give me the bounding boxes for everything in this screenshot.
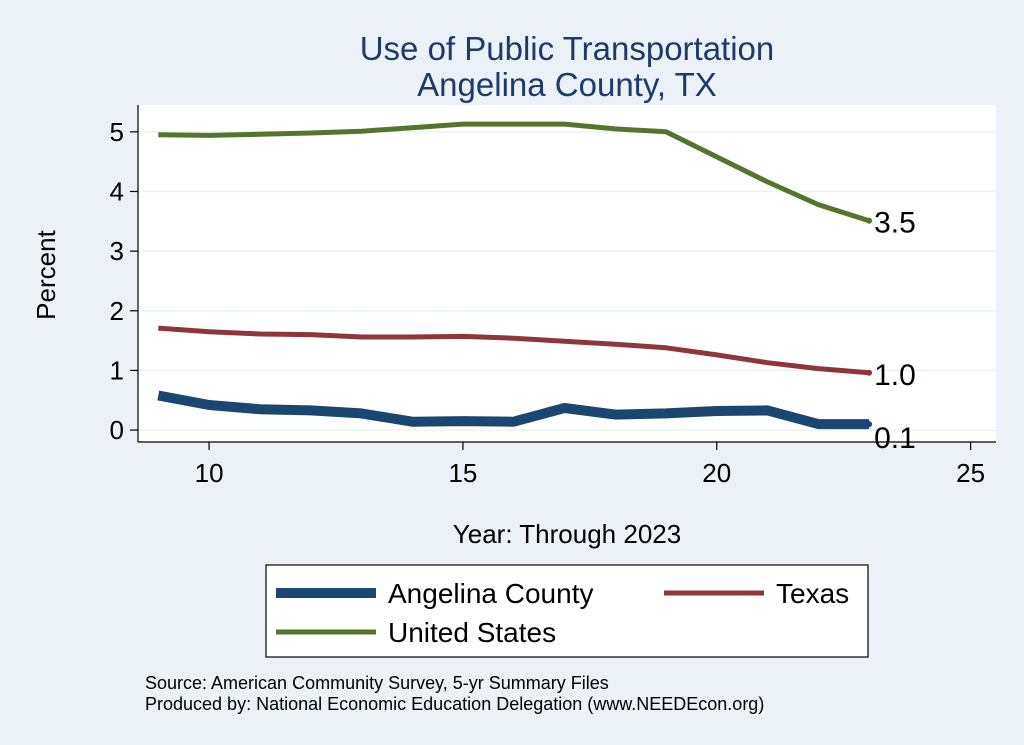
series-end-point-texas	[866, 369, 873, 376]
producer-note: Produced by: National Economic Education…	[145, 694, 764, 714]
series-line-angelina-county	[157, 390, 870, 430]
y-tick-label-3: 3	[110, 236, 124, 266]
legend-box	[265, 564, 869, 658]
y-axis-title: Percent	[31, 229, 61, 319]
series-end-point-angelina-county	[866, 421, 873, 428]
plot-area	[138, 105, 996, 442]
series-layer	[157, 121, 873, 430]
x-axis-title: Year: Through 2023	[453, 519, 681, 549]
legend-label-united-states: United States	[388, 617, 556, 648]
chart-title-line-1: Use of Public Transportation	[360, 30, 775, 67]
y-tick-label-5: 5	[110, 117, 124, 147]
x-tick-label-10: 10	[195, 458, 224, 488]
x-tick-label-25: 25	[956, 458, 985, 488]
series-end-point-united-states	[866, 217, 873, 224]
axes: 0 1 2 3 4 5 10 15 20 25	[110, 105, 996, 488]
series-line-texas	[158, 325, 870, 376]
source-note: Source: American Community Survey, 5-yr …	[145, 673, 609, 693]
y-tick-label-0: 0	[110, 415, 124, 445]
end-label-angelina-county: 0.1	[874, 422, 916, 455]
end-labels: 0.1 1.0 3.5	[874, 207, 916, 455]
chart-title-line-2: Angelina County, TX	[417, 66, 717, 103]
x-tick-label-20: 20	[702, 458, 731, 488]
end-label-united-states: 3.5	[874, 207, 916, 240]
legend-label-texas: Texas	[776, 578, 849, 609]
legend-label-angelina: Angelina County	[388, 578, 593, 609]
series-line-united-states	[158, 121, 870, 224]
legend: Angelina County Texas United States	[265, 564, 869, 658]
x-tick-label-15: 15	[448, 458, 477, 488]
end-label-texas: 1.0	[874, 359, 916, 392]
y-tick-label-2: 2	[110, 296, 124, 326]
y-tick-label-4: 4	[110, 176, 124, 206]
y-tick-label-1: 1	[110, 355, 124, 385]
